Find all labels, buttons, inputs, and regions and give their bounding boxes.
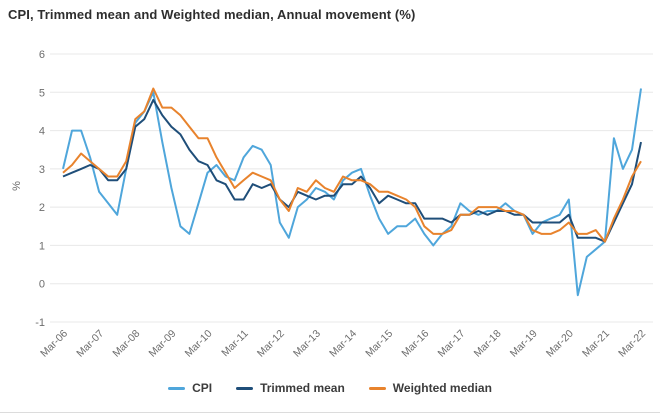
series-line-weighted-median[interactable]	[62, 87, 642, 243]
x-tick-label-Mar-15: Mar-15	[363, 328, 395, 360]
x-tick-label-Mar-06: Mar-06	[38, 328, 70, 360]
legend-label-trimmed-mean: Trimmed mean	[260, 381, 345, 395]
series-line-cpi[interactable]	[62, 88, 642, 297]
legend-label-cpi: CPI	[192, 381, 213, 395]
chart-title: CPI, Trimmed mean and Weighted median, A…	[8, 7, 416, 22]
y-tick-label-4: 4	[39, 126, 45, 138]
y-tick-label-5: 5	[39, 87, 45, 99]
legend-item-trimmed-mean[interactable]: Trimmed mean	[236, 381, 345, 395]
x-tick-label-Mar-13: Mar-13	[291, 328, 323, 360]
y-tick-label-1: 1	[39, 240, 45, 252]
cpi-line-swatch-icon	[168, 386, 186, 390]
trimmed-mean-line-swatch-icon	[236, 386, 254, 390]
x-tick-label-Mar-20: Mar-20	[544, 328, 576, 360]
x-tick-label-Mar-09: Mar-09	[146, 328, 178, 360]
x-tick-label-Mar-08: Mar-08	[110, 328, 142, 360]
x-tick-label-Mar-07: Mar-07	[74, 328, 106, 360]
y-tick-label-6: 6	[39, 49, 45, 61]
x-tick-label-Mar-19: Mar-19	[508, 328, 540, 360]
y-tick-label-0: 0	[39, 279, 45, 291]
x-tick-label-Mar-22: Mar-22	[616, 328, 648, 360]
x-tick-label-Mar-11: Mar-11	[219, 328, 251, 360]
y-tick-label--1: -1	[35, 317, 45, 329]
legend-item-cpi[interactable]: CPI	[168, 381, 212, 395]
y-tick-label-3: 3	[39, 164, 45, 176]
chart-legend: CPI Trimmed mean Weighted median	[0, 381, 660, 395]
x-tick-label-Mar-18: Mar-18	[472, 328, 504, 360]
x-tick-label-Mar-17: Mar-17	[435, 328, 467, 360]
series-line-trimmed-mean[interactable]	[62, 98, 642, 243]
x-tick-label-Mar-16: Mar-16	[399, 328, 431, 360]
card-bottom-border	[0, 412, 660, 413]
y-tick-label-2: 2	[39, 202, 45, 214]
x-tick-label-Mar-14: Mar-14	[327, 328, 359, 360]
x-tick-label-Mar-12: Mar-12	[255, 328, 287, 360]
legend-item-weighted-median[interactable]: Weighted median	[368, 381, 492, 395]
weighted-median-line-swatch-icon	[368, 386, 386, 390]
x-tick-label-Mar-21: Mar-21	[580, 328, 612, 360]
legend-label-weighted-median: Weighted median	[392, 381, 492, 395]
x-tick-label-Mar-10: Mar-10	[183, 328, 215, 360]
